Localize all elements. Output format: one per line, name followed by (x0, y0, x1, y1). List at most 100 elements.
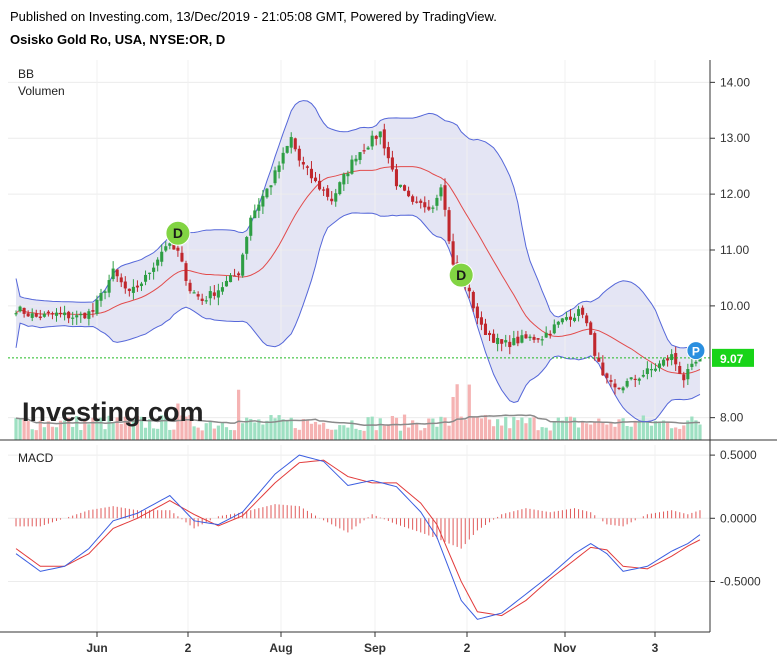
candle (184, 260, 188, 286)
volume-bar (447, 425, 451, 440)
volume-bar (520, 417, 524, 440)
volume-bar (585, 423, 589, 440)
candle (200, 293, 204, 305)
candle (26, 310, 30, 318)
candle (423, 196, 427, 213)
candle (577, 305, 581, 322)
volume-bar (580, 421, 585, 440)
candle (253, 204, 257, 219)
time-tick-label: Nov (554, 641, 577, 655)
volume-bar (411, 420, 415, 440)
price-tick-label: 13.00 (720, 131, 750, 145)
candle (297, 145, 301, 167)
candle (180, 246, 184, 263)
candle (407, 186, 411, 198)
volume-bar (46, 421, 51, 440)
macd-signal-line (15, 459, 701, 617)
volume-bar (406, 427, 411, 440)
candle (156, 257, 160, 272)
volume-bar (698, 424, 702, 440)
volume-bar (548, 430, 552, 440)
volume-bar (58, 420, 63, 440)
volume-bar (216, 425, 220, 440)
candle (261, 190, 265, 214)
candle (674, 346, 678, 371)
candle (439, 184, 443, 201)
volume-bar (419, 430, 423, 440)
candle (346, 170, 350, 184)
candle (479, 311, 483, 331)
candle (415, 196, 419, 204)
candle (135, 280, 139, 292)
candle (224, 276, 229, 287)
candle (520, 329, 524, 344)
volume-bar (208, 421, 212, 440)
candle (544, 326, 548, 338)
volume-bar (188, 415, 192, 440)
volume-bars (14, 384, 702, 440)
candle (593, 331, 597, 361)
volume-bar (220, 422, 225, 440)
volume-bar (334, 429, 338, 440)
candle (269, 185, 273, 195)
candle (293, 137, 297, 152)
event-marker[interactable]: P (686, 341, 706, 361)
candle (524, 331, 528, 339)
volume-bar (87, 424, 91, 440)
macd-label: MACD (18, 451, 54, 465)
volume-bar (487, 419, 492, 440)
candle (487, 330, 492, 341)
candle (354, 155, 358, 166)
event-marker[interactable]: D (165, 220, 191, 246)
candle (42, 311, 46, 318)
candle (338, 181, 342, 196)
volume-bar (504, 416, 508, 440)
candle (451, 233, 455, 271)
candle (34, 309, 38, 318)
volume-bar (374, 430, 378, 440)
volume-bar (540, 427, 544, 440)
candle (75, 310, 79, 325)
volume-bar (289, 417, 293, 440)
volume-bar (115, 417, 119, 440)
marker-letter: D (173, 225, 183, 241)
candle (548, 330, 552, 339)
candle (50, 311, 54, 320)
volume-bar (694, 420, 698, 440)
candle (265, 188, 269, 199)
candle (95, 295, 99, 316)
volume-bar (439, 416, 443, 440)
candle (483, 318, 488, 336)
candle (318, 173, 322, 191)
macd-line (15, 454, 701, 620)
gridlines (8, 60, 710, 632)
candle (447, 206, 451, 245)
event-marker[interactable]: D (448, 262, 474, 288)
volume-bar (297, 429, 301, 440)
candle (435, 194, 439, 211)
volume-bar (91, 417, 95, 440)
volume-bar (261, 424, 265, 440)
volume-bar (661, 420, 666, 440)
volume-bar (576, 427, 581, 440)
candle (500, 339, 504, 352)
candle (370, 130, 374, 150)
candle (212, 285, 216, 300)
candle (637, 377, 641, 385)
candle (366, 145, 370, 150)
volume-bar (273, 418, 277, 440)
indicator-label-volume: Volumen (18, 84, 65, 98)
candle (657, 360, 662, 372)
volume-bar (54, 427, 59, 440)
candle (653, 363, 657, 372)
volume-bar (637, 421, 641, 440)
candle (46, 310, 50, 317)
volume-bar (500, 425, 504, 440)
time-tick-label: Aug (269, 641, 292, 655)
candle (79, 311, 83, 323)
volume-bar (528, 417, 532, 440)
candle (382, 123, 386, 156)
candle (678, 361, 682, 374)
volume-bar (30, 429, 34, 440)
